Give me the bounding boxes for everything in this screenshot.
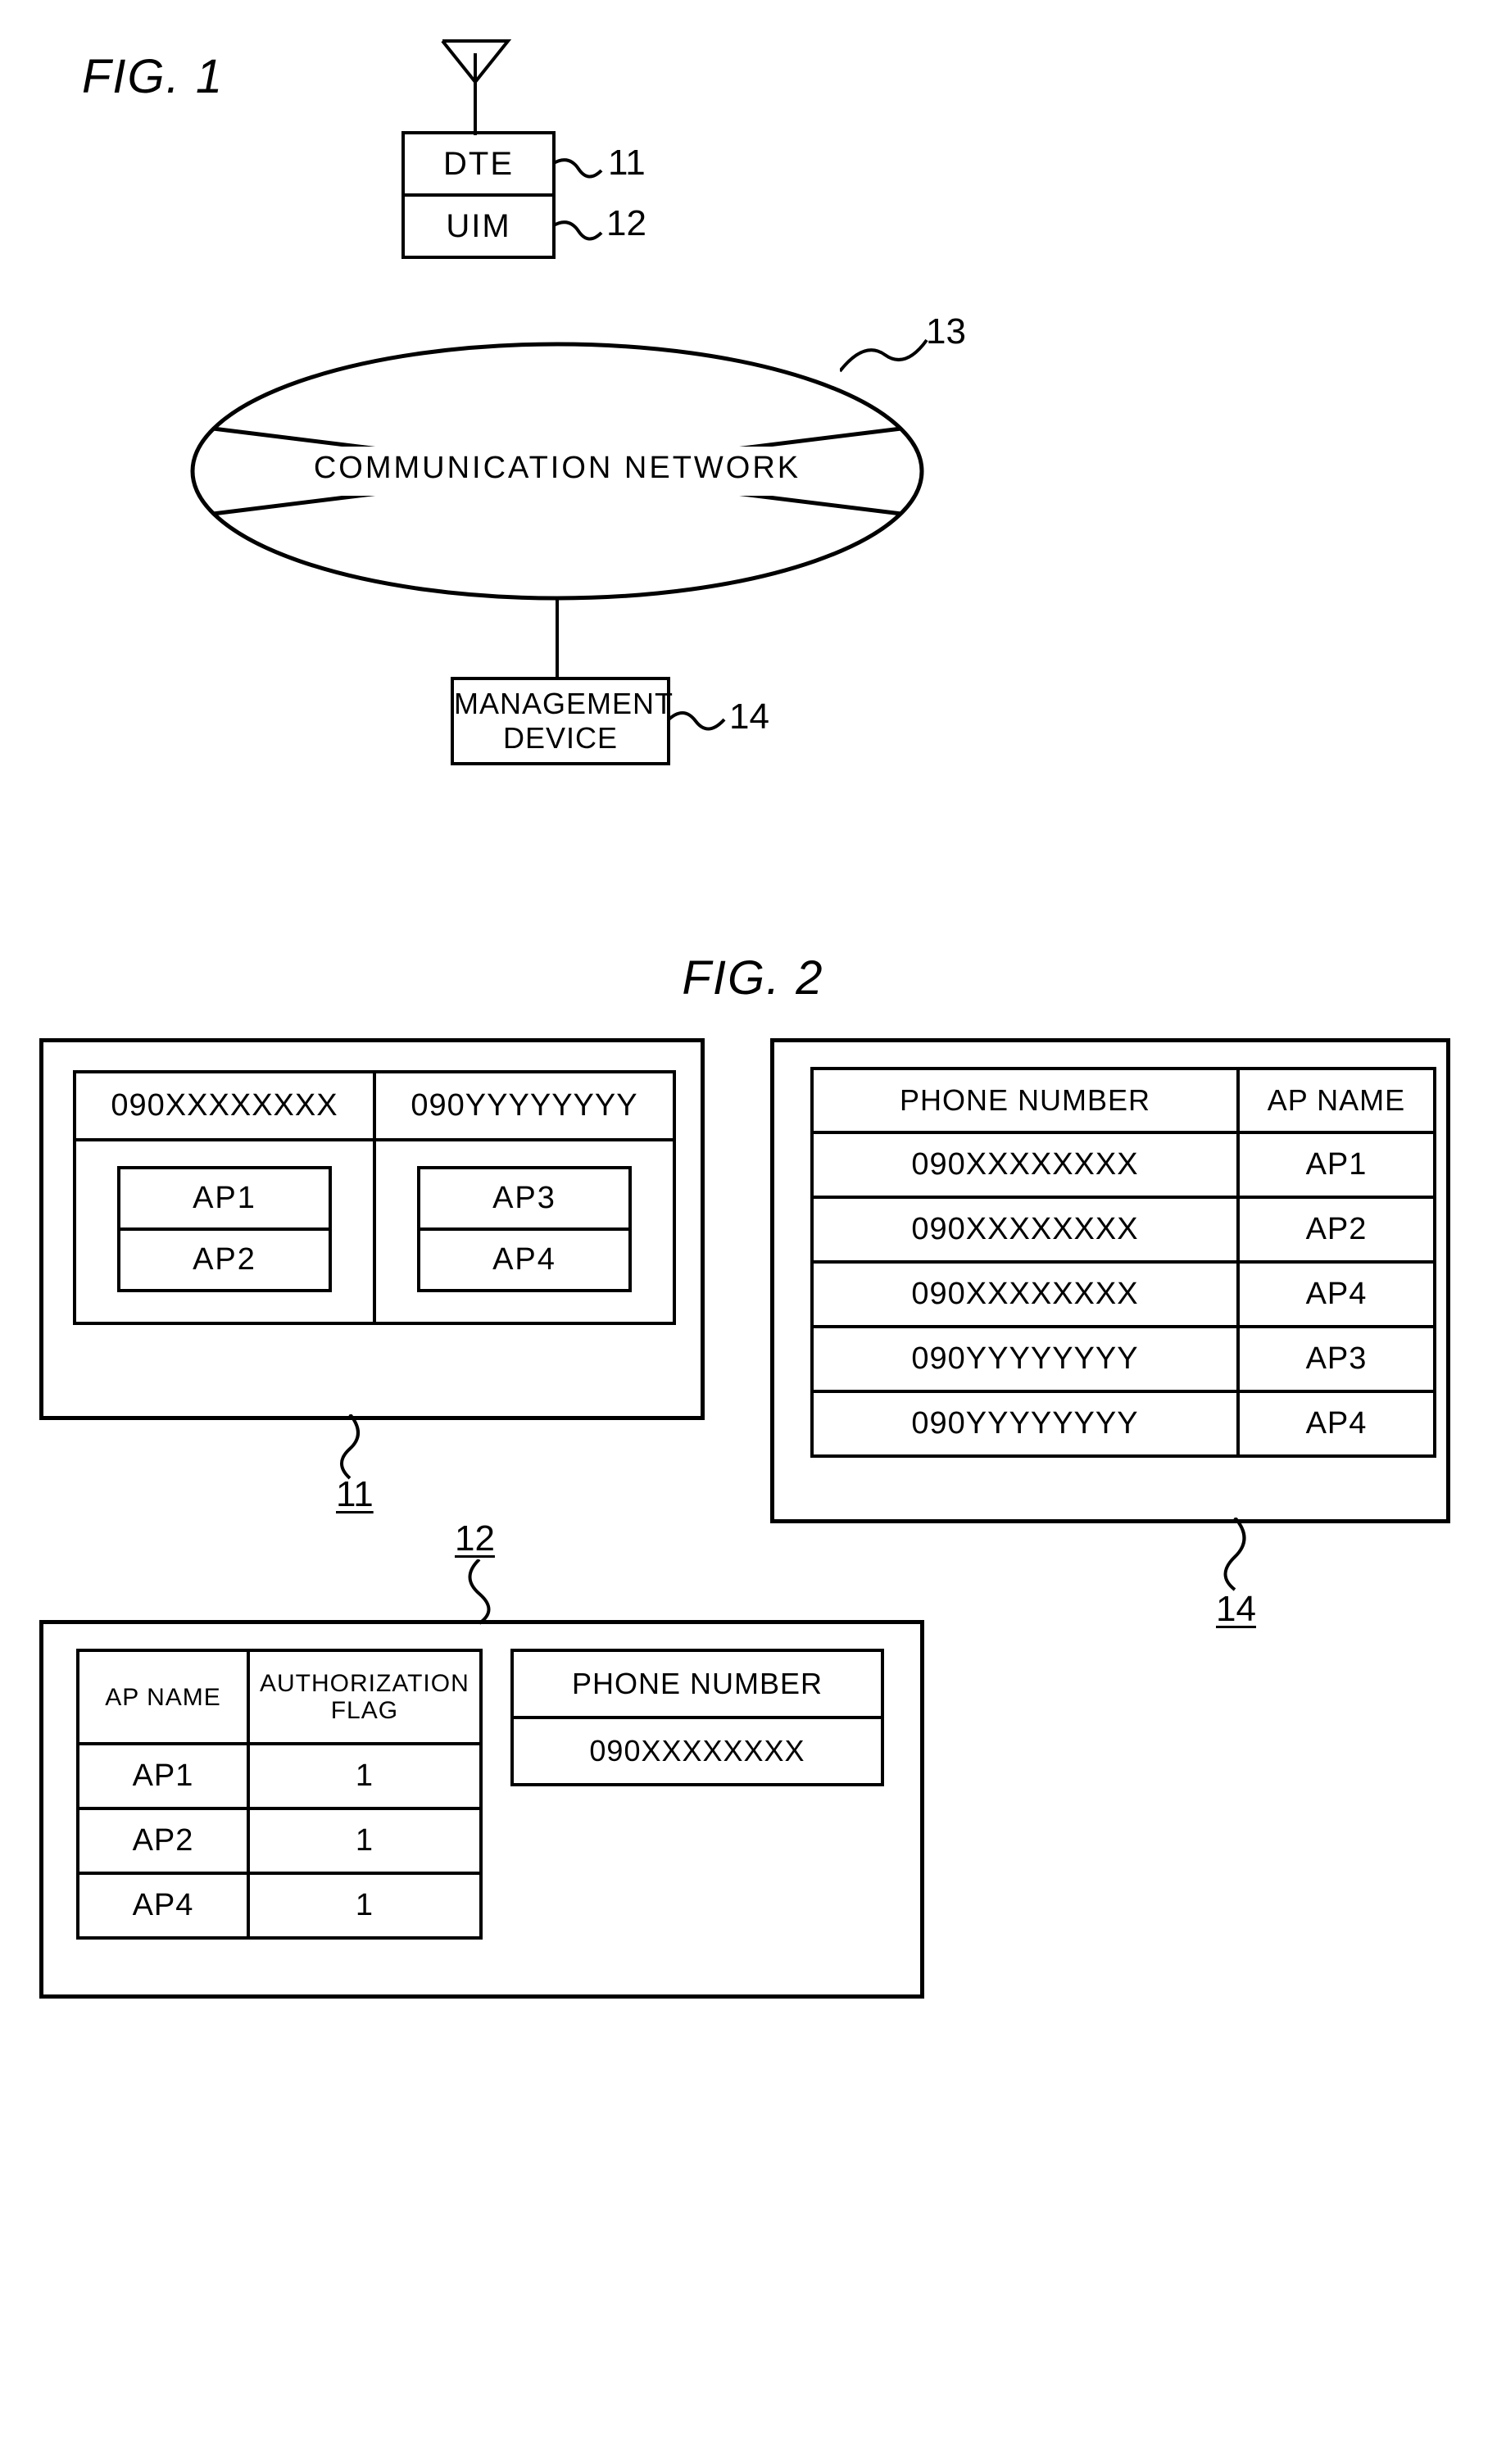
panel-12: AP NAME AUTHORIZATIONFLAG AP11 AP21 AP41…: [39, 1620, 924, 1999]
ref-network: 13: [926, 311, 966, 352]
leader-p14: [1206, 1518, 1263, 1591]
uim-box: UIM: [401, 197, 556, 259]
p11-colB-header: 090YYYYYYYY: [376, 1073, 673, 1141]
network-label: COMMUNICATION NETWORK: [180, 451, 934, 486]
p11-colA-item: AP1: [117, 1166, 332, 1231]
p14-cell: 090XXXXXXXX: [812, 1197, 1238, 1262]
connector-line: [554, 597, 562, 678]
ref-p11: 11: [336, 1474, 374, 1515]
p12-th-flag: AUTHORIZATIONFLAG: [248, 1650, 481, 1744]
leader-p12: [451, 1559, 508, 1625]
antenna-icon: [418, 33, 533, 139]
p14-cell: 090YYYYYYYY: [812, 1327, 1238, 1391]
ref-dte: 11: [608, 143, 646, 184]
p12-th-ap: AP NAME: [78, 1650, 248, 1744]
p14-cell: AP2: [1238, 1197, 1435, 1262]
p14-th-ap: AP NAME: [1238, 1069, 1435, 1132]
panel-14-table: PHONE NUMBER AP NAME 090XXXXXXXXAP1 090X…: [810, 1067, 1436, 1458]
mgmt-line2: DEVICE: [454, 721, 667, 756]
panel-11-table: 090XXXXXXXX 090YYYYYYYY AP1 AP2 AP3 AP4: [73, 1070, 676, 1325]
p11-colB-item: AP4: [417, 1231, 632, 1292]
p12-cell: AP2: [78, 1808, 248, 1873]
p11-colA-item: AP2: [117, 1231, 332, 1292]
ref-uim: 12: [606, 203, 646, 244]
mgmt-line1: MANAGEMENT: [454, 687, 667, 721]
p14-cell: AP4: [1238, 1391, 1435, 1456]
p12-phone-header: PHONE NUMBER: [512, 1650, 882, 1718]
p12-phone-value: 090XXXXXXXX: [512, 1718, 882, 1785]
ref-mgmt: 14: [729, 697, 769, 737]
p14-cell: AP4: [1238, 1262, 1435, 1327]
ref-p12: 12: [455, 1518, 495, 1559]
panel-11: 090XXXXXXXX 090YYYYYYYY AP1 AP2 AP3 AP4: [39, 1038, 705, 1420]
figure-1: FIG. 1 DTE UIM 11 12 COMM: [33, 33, 1473, 934]
panel-12-auth-table: AP NAME AUTHORIZATIONFLAG AP11 AP21 AP41: [76, 1649, 483, 1940]
p11-colB: AP3 AP4: [376, 1141, 673, 1322]
mgmt-box: MANAGEMENT DEVICE: [451, 677, 670, 765]
p12-cell: 1: [248, 1873, 481, 1938]
p12-cell: AP1: [78, 1744, 248, 1808]
p12-cell: 1: [248, 1744, 481, 1808]
panel-11-body: AP1 AP2 AP3 AP4: [76, 1141, 673, 1322]
p11-colB-item: AP3: [417, 1166, 632, 1231]
p14-th-phone: PHONE NUMBER: [812, 1069, 1238, 1132]
fig2-title: FIG. 2: [33, 951, 1473, 1005]
leader-p11: [321, 1414, 379, 1480]
dte-uim-block: DTE UIM: [401, 131, 556, 259]
fig1-title: FIG. 1: [82, 49, 224, 104]
network-ellipse: COMMUNICATION NETWORK: [180, 332, 934, 610]
p12-cell: 1: [248, 1808, 481, 1873]
p11-colA-header: 090XXXXXXXX: [76, 1073, 376, 1141]
p14-cell: 090XXXXXXXX: [812, 1262, 1238, 1327]
ref-p14: 14: [1216, 1589, 1256, 1630]
p11-colA: AP1 AP2: [76, 1141, 376, 1322]
panel-12-phone-table: PHONE NUMBER 090XXXXXXXX: [510, 1649, 884, 1786]
p12-cell: AP4: [78, 1873, 248, 1938]
panel-11-header: 090XXXXXXXX 090YYYYYYYY: [76, 1073, 673, 1141]
panel-14: PHONE NUMBER AP NAME 090XXXXXXXXAP1 090X…: [770, 1038, 1450, 1523]
figure-2: 090XXXXXXXX 090YYYYYYYY AP1 AP2 AP3 AP4: [33, 1038, 1473, 2431]
p14-cell: AP1: [1238, 1132, 1435, 1197]
p14-cell: AP3: [1238, 1327, 1435, 1391]
p12-th-flag-text: AUTHORIZATIONFLAG: [260, 1670, 469, 1724]
dte-box: DTE: [401, 131, 556, 197]
p14-cell: 090YYYYYYYY: [812, 1391, 1238, 1456]
p14-cell: 090XXXXXXXX: [812, 1132, 1238, 1197]
